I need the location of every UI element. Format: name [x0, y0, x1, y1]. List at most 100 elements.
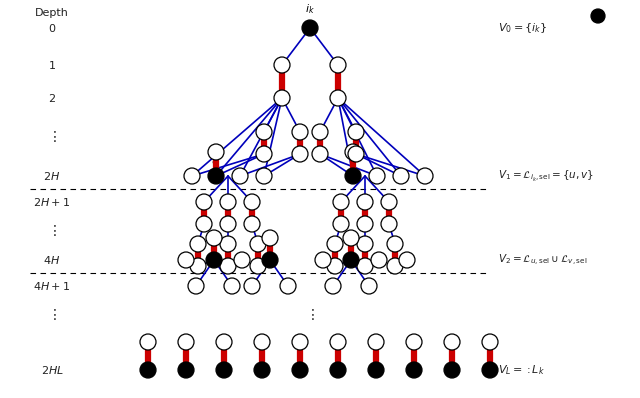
- Circle shape: [387, 258, 403, 274]
- Text: $i_k$: $i_k$: [305, 2, 315, 16]
- Circle shape: [357, 258, 373, 274]
- Circle shape: [250, 258, 266, 274]
- Circle shape: [220, 194, 236, 210]
- Circle shape: [399, 252, 415, 268]
- Circle shape: [196, 216, 212, 232]
- Circle shape: [444, 334, 460, 350]
- Circle shape: [406, 362, 422, 378]
- Circle shape: [368, 334, 384, 350]
- Circle shape: [232, 168, 248, 184]
- Circle shape: [302, 20, 318, 36]
- Text: $u$: $u$: [211, 156, 220, 166]
- Circle shape: [348, 124, 364, 140]
- Circle shape: [333, 216, 349, 232]
- Circle shape: [348, 146, 364, 162]
- Circle shape: [292, 362, 308, 378]
- Circle shape: [343, 230, 359, 246]
- Text: $v$: $v$: [348, 156, 356, 166]
- Circle shape: [330, 90, 346, 106]
- Circle shape: [274, 90, 290, 106]
- Circle shape: [292, 334, 308, 350]
- Circle shape: [330, 57, 346, 73]
- Circle shape: [140, 334, 156, 350]
- Circle shape: [343, 252, 359, 268]
- Circle shape: [184, 168, 200, 184]
- Circle shape: [482, 334, 498, 350]
- Text: $\vdots$: $\vdots$: [47, 129, 57, 144]
- Text: $\vdots$: $\vdots$: [305, 306, 315, 322]
- Circle shape: [254, 334, 270, 350]
- Circle shape: [262, 252, 278, 268]
- Text: $1$: $1$: [48, 59, 56, 71]
- Circle shape: [244, 278, 260, 294]
- Circle shape: [178, 334, 194, 350]
- Circle shape: [417, 168, 433, 184]
- Circle shape: [206, 230, 222, 246]
- Circle shape: [280, 278, 296, 294]
- Text: $V_0 = \{i_k\}$: $V_0 = \{i_k\}$: [498, 21, 547, 35]
- Circle shape: [208, 168, 224, 184]
- Text: Depth: Depth: [35, 8, 69, 18]
- Circle shape: [196, 194, 212, 210]
- Circle shape: [256, 146, 272, 162]
- Circle shape: [327, 236, 343, 252]
- Circle shape: [220, 258, 236, 274]
- Circle shape: [444, 362, 460, 378]
- Circle shape: [327, 258, 343, 274]
- Circle shape: [216, 334, 232, 350]
- Text: $2H+1$: $2H+1$: [33, 196, 70, 208]
- Circle shape: [256, 168, 272, 184]
- Circle shape: [357, 236, 373, 252]
- Circle shape: [216, 362, 232, 378]
- Circle shape: [190, 236, 206, 252]
- Text: $4H+1$: $4H+1$: [33, 280, 70, 292]
- Circle shape: [206, 252, 222, 268]
- Circle shape: [330, 362, 346, 378]
- Circle shape: [330, 334, 346, 350]
- Circle shape: [140, 362, 156, 378]
- Circle shape: [381, 216, 397, 232]
- Text: $4H$: $4H$: [44, 254, 61, 266]
- Text: $2$: $2$: [48, 92, 56, 104]
- Circle shape: [368, 362, 384, 378]
- Circle shape: [315, 252, 331, 268]
- Text: $\vdots$: $\vdots$: [47, 306, 57, 322]
- Circle shape: [393, 168, 409, 184]
- Text: $0$: $0$: [48, 22, 56, 34]
- Circle shape: [244, 194, 260, 210]
- Circle shape: [345, 168, 361, 184]
- Circle shape: [371, 252, 387, 268]
- Circle shape: [292, 124, 308, 140]
- Circle shape: [361, 278, 377, 294]
- Circle shape: [190, 258, 206, 274]
- Circle shape: [406, 334, 422, 350]
- Circle shape: [220, 236, 236, 252]
- Text: $V_L =: L_k$: $V_L =: L_k$: [498, 363, 545, 377]
- Circle shape: [220, 216, 236, 232]
- Circle shape: [208, 144, 224, 160]
- Circle shape: [345, 144, 361, 160]
- Circle shape: [482, 362, 498, 378]
- Circle shape: [224, 278, 240, 294]
- Circle shape: [312, 146, 328, 162]
- Text: $2H$: $2H$: [44, 170, 61, 182]
- Circle shape: [178, 252, 194, 268]
- Text: $2HL$: $2HL$: [40, 364, 63, 376]
- Circle shape: [357, 216, 373, 232]
- Circle shape: [591, 9, 605, 23]
- Circle shape: [381, 194, 397, 210]
- Text: $\vdots$: $\vdots$: [47, 224, 57, 238]
- Circle shape: [234, 252, 250, 268]
- Circle shape: [188, 278, 204, 294]
- Text: $V_1 = \mathcal{L}_{i_k,\mathrm{sel}} = \{u,v\}$: $V_1 = \mathcal{L}_{i_k,\mathrm{sel}} = …: [498, 168, 594, 183]
- Circle shape: [244, 216, 260, 232]
- Text: $V_2 = \mathcal{L}_{u,\mathrm{sel}} \cup \mathcal{L}_{v,\mathrm{sel}}$: $V_2 = \mathcal{L}_{u,\mathrm{sel}} \cup…: [498, 252, 588, 267]
- Circle shape: [274, 57, 290, 73]
- Circle shape: [250, 236, 266, 252]
- Circle shape: [387, 236, 403, 252]
- Circle shape: [325, 278, 341, 294]
- Circle shape: [333, 194, 349, 210]
- Circle shape: [292, 146, 308, 162]
- Circle shape: [357, 194, 373, 210]
- Circle shape: [312, 124, 328, 140]
